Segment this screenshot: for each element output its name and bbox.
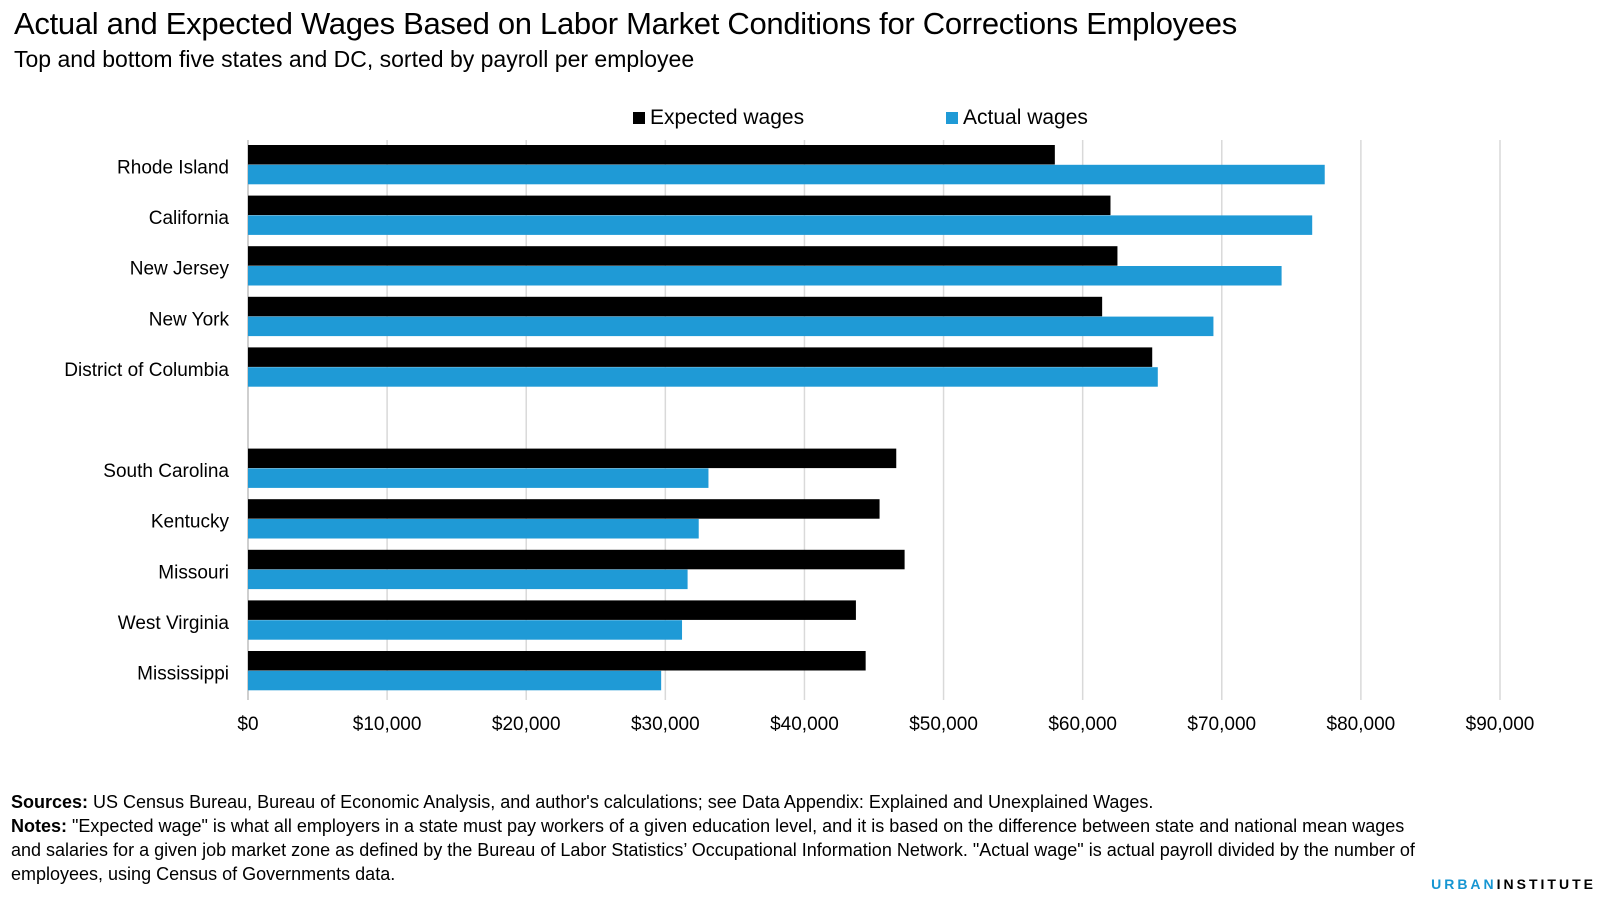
- x-tick-label: $70,000: [1187, 714, 1256, 735]
- category-label: Rhode Island: [117, 158, 229, 179]
- category-label: California: [149, 208, 230, 229]
- bar-actual: [248, 266, 1282, 286]
- sources-label: Sources:: [11, 792, 89, 812]
- legend-swatch-expected: [633, 112, 645, 124]
- x-tick-label: $80,000: [1327, 714, 1396, 735]
- bar-actual: [248, 367, 1158, 387]
- bar-actual: [248, 620, 683, 640]
- notes-label: Notes:: [11, 816, 68, 836]
- x-tick-label: $30,000: [631, 714, 700, 735]
- bar-actual: [248, 569, 688, 590]
- bar-actual: [248, 519, 699, 539]
- bar-expected: [248, 246, 1118, 266]
- legend-expected: Expected wages: [633, 106, 804, 130]
- category-label: New York: [149, 309, 230, 330]
- bar-expected: [248, 448, 897, 469]
- notes-line: Notes: "Expected wage" is what all emplo…: [11, 814, 1431, 886]
- x-tick-label: $40,000: [770, 714, 839, 735]
- bar-expected: [248, 145, 1055, 165]
- bar-expected: [248, 600, 856, 620]
- footer-notes: Sources: US Census Bureau, Bureau of Eco…: [11, 790, 1431, 886]
- chart-title: Actual and Expected Wages Based on Labor…: [14, 6, 1237, 41]
- x-tick-label: $20,000: [492, 714, 561, 735]
- x-tick-label: $0: [237, 714, 258, 735]
- x-tick-label: $50,000: [909, 714, 978, 735]
- brand-logo: URBANINSTITUTE: [1431, 876, 1596, 892]
- bar-actual: [248, 215, 1313, 235]
- notes-text: "Expected wage" is what all employers in…: [11, 816, 1415, 884]
- sources-line: Sources: US Census Bureau, Bureau of Eco…: [11, 790, 1431, 814]
- category-label: District of Columbia: [64, 360, 229, 381]
- sources-text: US Census Bureau, Bureau of Economic Ana…: [88, 792, 1154, 812]
- bar-expected: [248, 549, 905, 570]
- category-label: Missouri: [158, 562, 229, 583]
- category-label: Kentucky: [151, 512, 230, 533]
- legend-actual: Actual wages: [946, 106, 1088, 130]
- bar-actual: [248, 670, 662, 691]
- category-label: West Virginia: [118, 613, 230, 634]
- bar-actual: [248, 316, 1214, 337]
- brand-part-1: URBAN: [1431, 876, 1497, 892]
- brand-part-2: INSTITUTE: [1496, 876, 1596, 892]
- x-tick-label: $90,000: [1466, 714, 1535, 735]
- chart-subtitle: Top and bottom five states and DC, sorte…: [14, 46, 695, 72]
- category-label: South Carolina: [103, 461, 229, 482]
- bar-expected: [248, 651, 866, 671]
- legend-swatch-actual: [946, 112, 958, 124]
- bar-expected: [248, 347, 1153, 367]
- category-label: New Jersey: [130, 259, 230, 280]
- bar-expected: [248, 499, 880, 519]
- bar-expected: [248, 296, 1103, 317]
- bar-actual: [248, 468, 709, 488]
- legend-label-expected: Expected wages: [650, 106, 805, 129]
- category-label: Mississippi: [137, 664, 229, 685]
- x-tick-label: $60,000: [1048, 714, 1117, 735]
- legend-label-actual: Actual wages: [963, 106, 1088, 129]
- x-tick-label: $10,000: [353, 714, 422, 735]
- bar-actual: [248, 164, 1325, 185]
- bar-chart: $0 $10,000 $20,000 $30,000 $40,000 $50,000 $60…: [64, 140, 1535, 735]
- bar-expected: [248, 195, 1111, 216]
